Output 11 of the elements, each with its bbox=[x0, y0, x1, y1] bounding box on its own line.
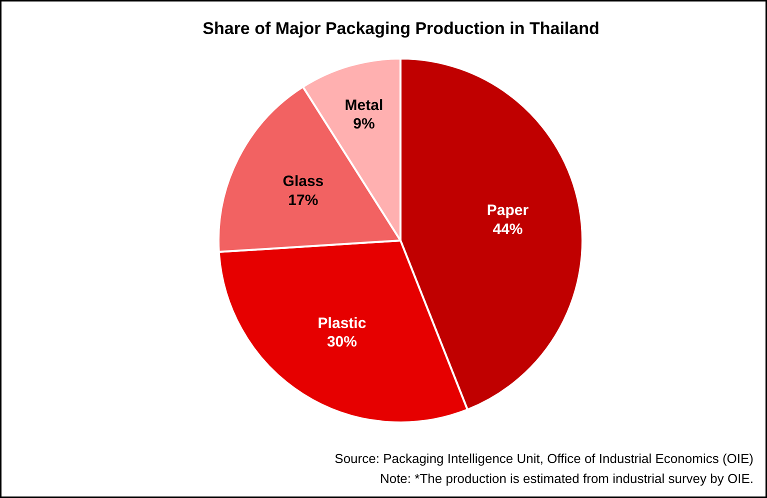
data-label: 17% bbox=[288, 192, 318, 209]
source-note: Source: Packaging Intelligence Unit, Office of Industrial Economics (OIE) bbox=[334, 451, 754, 466]
slice-label: Plastic bbox=[318, 314, 366, 332]
data-label: 44% bbox=[492, 220, 523, 238]
text: Note: *The production is estimated from industrial survey by OIE. bbox=[380, 471, 754, 486]
chart-title: Share of Major Packaging Production in Thailand bbox=[202, 19, 600, 38]
data-label: 30% bbox=[326, 334, 358, 351]
slice-label: Metal bbox=[344, 96, 384, 114]
slice-label: Paper bbox=[486, 202, 529, 220]
data-label: 9% bbox=[353, 116, 375, 133]
slice-label: Glass bbox=[282, 173, 324, 190]
